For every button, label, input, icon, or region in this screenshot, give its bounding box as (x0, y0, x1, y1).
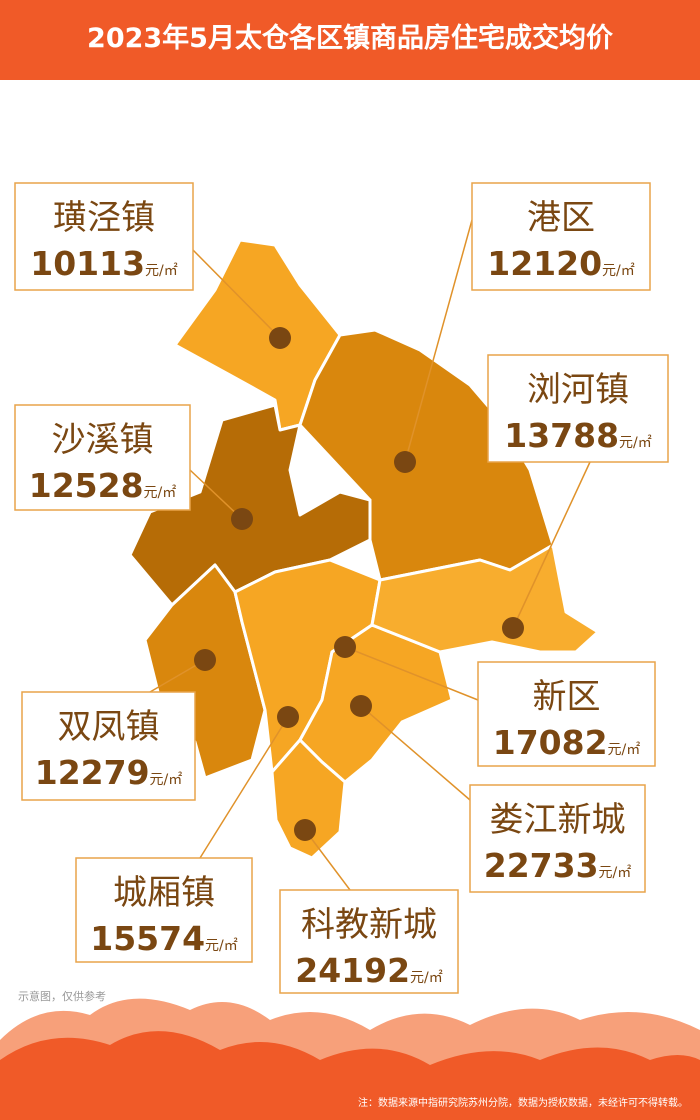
price-unit: 元/㎡ (608, 742, 641, 758)
price-unit: 元/㎡ (602, 263, 635, 279)
region-price: 13788 (504, 416, 619, 455)
region-dot (277, 706, 299, 728)
leader-line (199, 716, 289, 859)
region-name: 双凤镇 (58, 707, 160, 747)
region-name: 沙溪镇 (52, 420, 154, 460)
label-box (14, 404, 191, 511)
price-unit: 元/㎡ (150, 772, 183, 788)
region-liuhe (370, 543, 600, 654)
sketch-note: 示意图，仅供参考 (18, 989, 106, 1003)
region-name: 港区 (527, 198, 595, 238)
label-box (469, 784, 646, 893)
leader-line (404, 219, 473, 463)
labels: 璜泾镇10113元/㎡港区12120元/㎡浏河镇13788元/㎡沙溪镇12528… (14, 182, 669, 994)
price-unit: 元/㎡ (619, 435, 652, 451)
region-dot (502, 617, 524, 639)
region-name: 科教新城 (301, 905, 437, 945)
label-box (279, 889, 459, 994)
region-dot (231, 508, 253, 530)
region-price-line: 15574元/㎡ (90, 919, 238, 958)
region-shaxi (128, 403, 372, 607)
label-box (75, 857, 253, 963)
region-price: 15574 (90, 919, 205, 958)
region-price: 22733 (484, 846, 599, 885)
region-dot (394, 451, 416, 473)
footnote: 注：数据来源中指研究院苏州分院，数据为授权数据，未经许可不得转载。 (358, 1096, 688, 1109)
region-dot (334, 636, 356, 658)
region-price: 10113 (30, 244, 145, 283)
price-unit: 元/㎡ (144, 485, 177, 501)
cloud-front (0, 1031, 700, 1120)
region-price-line: 10113元/㎡ (30, 244, 178, 283)
label-box (14, 182, 194, 291)
region-price-line: 13788元/㎡ (504, 416, 652, 455)
leader-line (304, 829, 351, 891)
region-price-line: 12528元/㎡ (29, 466, 177, 505)
label-box (471, 182, 651, 291)
leader-line (512, 461, 591, 629)
leader-line (360, 705, 471, 801)
title: 2023年5月太仓各区镇商品房住宅成交均价 (87, 22, 614, 54)
price-unit: 元/㎡ (599, 865, 632, 881)
region-dot (294, 819, 316, 841)
region-dot (194, 649, 216, 671)
region-shuangfeng (143, 563, 267, 780)
region-price: 12279 (35, 753, 150, 792)
map (128, 238, 600, 860)
region-price-line: 12279元/㎡ (35, 753, 183, 792)
region-price-line: 12120元/㎡ (487, 244, 635, 283)
region-name: 新区 (533, 677, 601, 717)
leader-line (189, 469, 243, 520)
region-kejiao (270, 738, 347, 860)
region-name: 城厢镇 (113, 873, 215, 913)
region-name: 浏河镇 (527, 370, 629, 410)
region-price: 24192 (295, 951, 410, 990)
label-box (477, 661, 656, 767)
label-box (21, 691, 196, 801)
region-price-line: 17082元/㎡ (493, 723, 641, 762)
price-unit: 元/㎡ (205, 938, 238, 954)
region-dot (269, 327, 291, 349)
title-bar (0, 0, 700, 80)
price-unit: 元/㎡ (145, 263, 178, 279)
label-box (487, 354, 669, 463)
leader-line (192, 249, 281, 339)
leader-line (344, 646, 479, 701)
region-name: 璜泾镇 (53, 198, 155, 238)
region-price: 12120 (487, 244, 602, 283)
region-price: 17082 (493, 723, 608, 762)
region-name: 娄江新城 (490, 800, 626, 840)
region-dot (350, 695, 372, 717)
region-price-line: 22733元/㎡ (484, 846, 632, 885)
region-price: 12528 (29, 466, 144, 505)
price-unit: 元/㎡ (410, 970, 443, 986)
region-price-line: 24192元/㎡ (295, 951, 443, 990)
bottom-decoration (0, 998, 700, 1120)
